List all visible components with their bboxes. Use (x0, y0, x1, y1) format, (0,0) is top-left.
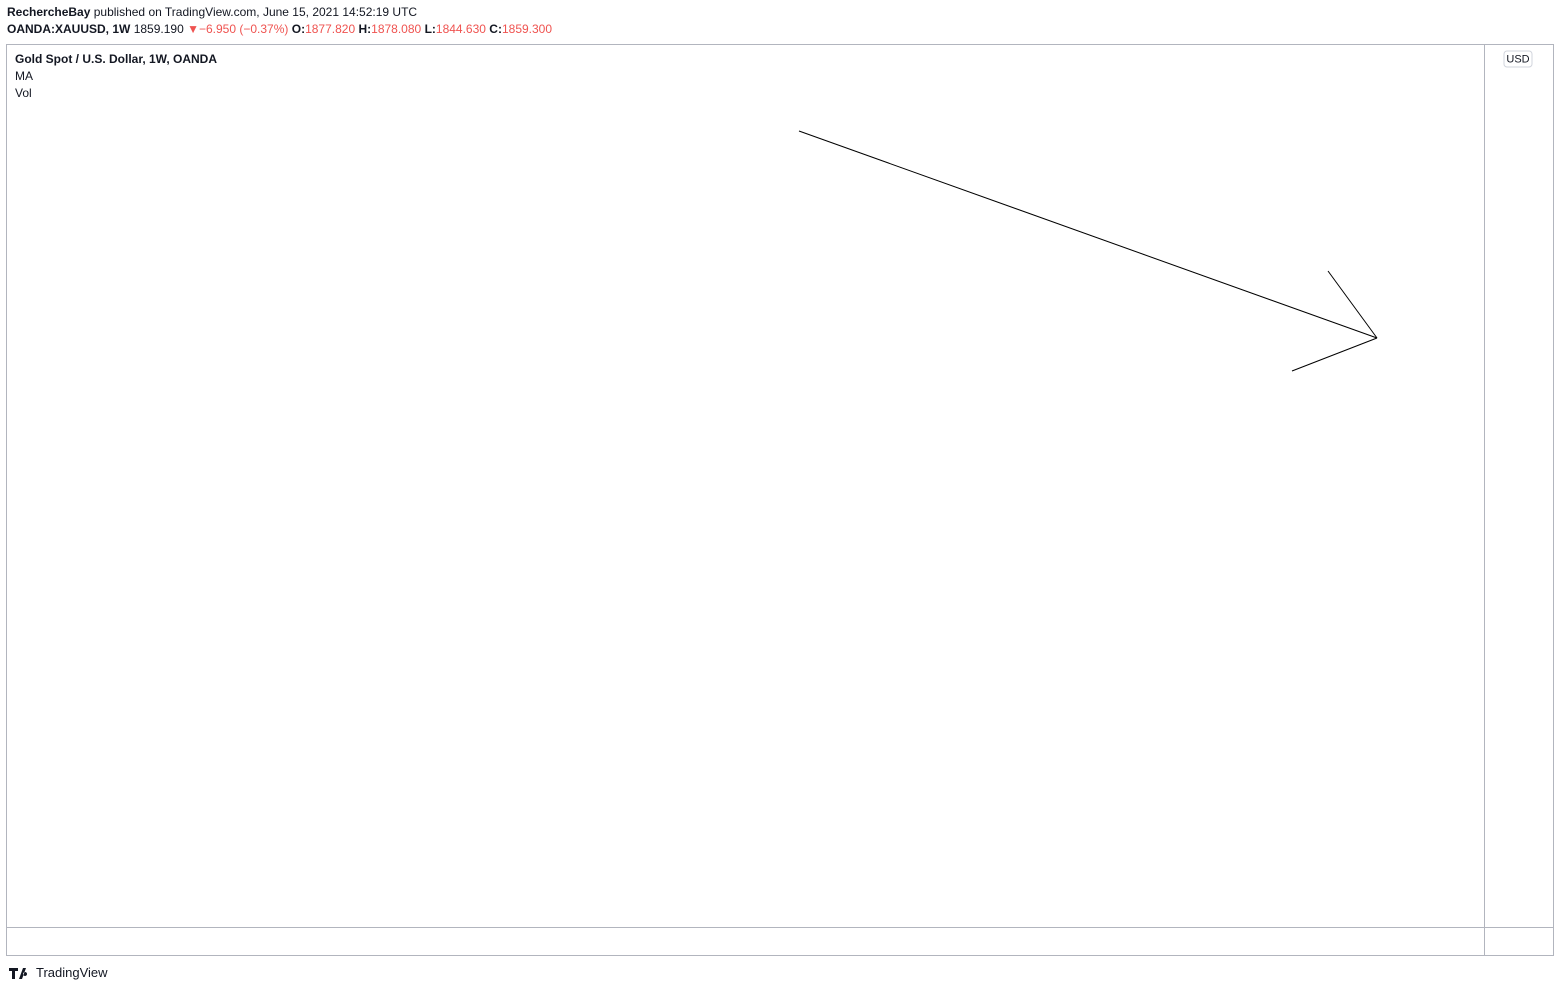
frame (6, 44, 1554, 956)
o: 1877.820 (305, 22, 356, 36)
symbol: OANDA:XAUUSD, 1W (7, 22, 131, 36)
o-label: O: (291, 22, 306, 36)
indicator-label: Vol (15, 86, 32, 100)
trend-line (1291, 337, 1378, 372)
chart-title: Gold Spot / U.S. Dollar, 1W, OANDA (15, 52, 217, 66)
l: 1844.630 (435, 22, 486, 36)
trend-line (1327, 270, 1378, 339)
c-label: C: (489, 22, 502, 36)
h: 1878.080 (371, 22, 422, 36)
c: 1859.300 (501, 22, 553, 36)
logo-icon (9, 967, 28, 979)
trend-line (798, 130, 1378, 339)
currency: USD (1506, 53, 1529, 65)
publish-line: RechercheBay published on TradingView.co… (7, 5, 417, 19)
publisher: RechercheBay (7, 5, 91, 19)
logo-text: TradingView (36, 965, 108, 980)
arrow: ▼ (187, 22, 199, 36)
h-label: H: (358, 22, 372, 36)
l-label: L: (424, 22, 436, 36)
footer-logo: TradingView (8, 965, 108, 980)
indicator-label: MA (15, 69, 33, 83)
change: −6.950 (−0.37%) (198, 22, 289, 36)
currency-badge (1503, 50, 1533, 68)
quote-line: OANDA:XAUUSD, 1W 1859.190 ▼−6.950 (−0.37… (7, 22, 552, 36)
price: 1859.190 (133, 22, 184, 36)
published: published on TradingView.com, June 15, 2… (93, 5, 418, 19)
